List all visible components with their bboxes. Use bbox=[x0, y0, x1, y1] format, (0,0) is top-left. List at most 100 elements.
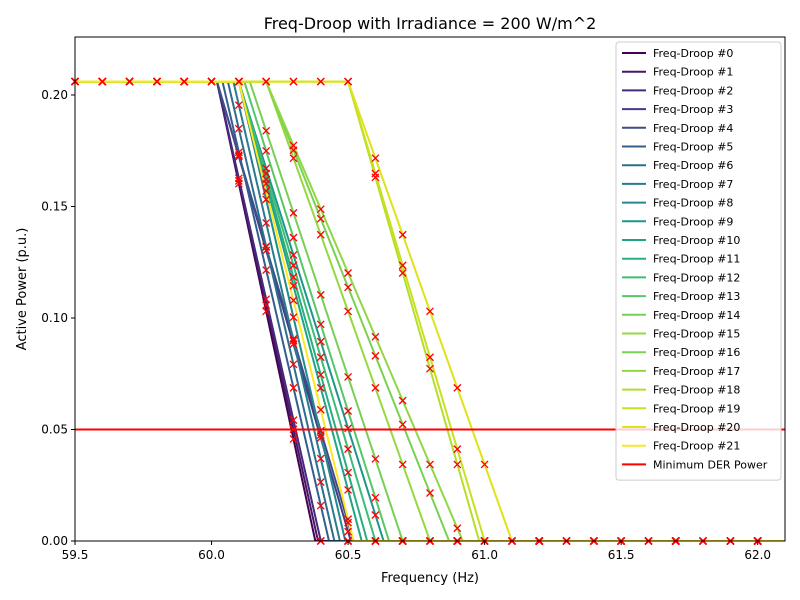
sample-marker bbox=[262, 301, 271, 310]
sample-marker bbox=[426, 353, 434, 362]
y-tick-label: 0.05 bbox=[41, 422, 68, 436]
x-tick-label: 62.0 bbox=[744, 548, 771, 562]
sample-marker bbox=[316, 337, 325, 346]
legend-label: Freq-Droop #9 bbox=[653, 215, 733, 228]
legend-label: Freq-Droop #18 bbox=[653, 384, 740, 397]
legend-label: Freq-Droop #17 bbox=[653, 365, 740, 378]
sample-marker bbox=[289, 261, 298, 270]
sample-marker bbox=[316, 454, 325, 463]
sample-marker bbox=[453, 460, 462, 469]
sample-marker bbox=[289, 434, 298, 443]
sample-marker bbox=[344, 445, 353, 454]
sample-marker bbox=[344, 515, 353, 524]
sample-marker bbox=[344, 407, 353, 415]
sample-marker bbox=[371, 493, 380, 502]
sample-marker bbox=[344, 307, 353, 316]
sample-marker bbox=[316, 205, 325, 214]
legend-label: Freq-Droop #1 bbox=[653, 66, 733, 79]
legend-label: Freq-Droop #20 bbox=[653, 421, 740, 434]
legend-label: Freq-Droop #8 bbox=[653, 197, 733, 210]
sample-marker bbox=[344, 283, 353, 292]
sample-marker bbox=[316, 320, 325, 329]
legend-box bbox=[615, 41, 782, 481]
chart-title: Freq-Droop with Irradiance = 200 W/m^2 bbox=[264, 14, 597, 33]
sample-marker bbox=[371, 351, 380, 360]
legend-label: Freq-Droop #19 bbox=[653, 402, 740, 415]
sample-marker bbox=[371, 332, 380, 341]
sample-marker bbox=[289, 273, 298, 282]
sample-marker bbox=[344, 269, 353, 277]
sample-marker bbox=[398, 460, 407, 469]
sample-marker bbox=[262, 187, 271, 195]
legend-label: Freq-Droop #15 bbox=[653, 328, 740, 341]
sample-marker bbox=[371, 511, 380, 519]
sample-marker bbox=[262, 77, 271, 86]
sample-marker bbox=[289, 383, 298, 392]
y-tick-label: 0.20 bbox=[41, 88, 68, 102]
sample-marker bbox=[262, 307, 271, 316]
sample-marker bbox=[453, 524, 462, 533]
sample-marker bbox=[207, 77, 216, 86]
sample-marker bbox=[289, 416, 298, 425]
x-tick-label: 61.5 bbox=[608, 548, 635, 562]
axes-frame bbox=[74, 36, 786, 542]
sample-marker bbox=[344, 372, 353, 381]
sample-marker bbox=[426, 364, 434, 373]
sample-marker bbox=[453, 383, 462, 392]
sample-marker bbox=[289, 281, 298, 290]
legend-label: Minimum DER Power bbox=[653, 458, 768, 471]
sample-marker bbox=[234, 124, 243, 133]
sample-marker bbox=[398, 269, 407, 277]
sample-marker bbox=[180, 77, 189, 86]
sample-marker bbox=[426, 460, 434, 469]
legend-label: Freq-Droop #13 bbox=[653, 290, 740, 303]
legend-label: Freq-Droop #12 bbox=[653, 271, 740, 284]
sample-marker bbox=[344, 424, 353, 433]
sample-marker bbox=[262, 146, 271, 155]
legend-label: Freq-Droop #10 bbox=[653, 234, 740, 247]
sample-marker bbox=[262, 242, 271, 251]
sample-marker bbox=[316, 501, 325, 510]
sample-marker bbox=[289, 336, 298, 345]
y-tick-label: 0.00 bbox=[41, 534, 68, 548]
sample-marker bbox=[398, 420, 407, 429]
x-axis-ticks: 59.5 60.0 60.5 61.0 61.5 62.0 bbox=[62, 541, 771, 562]
sample-marker bbox=[262, 218, 271, 227]
legend: Freq-Droop #0 Freq-Droop #1 Freq-Droop #2 F… bbox=[615, 41, 782, 481]
legend-label: Freq-Droop #6 bbox=[653, 159, 733, 172]
legend-label: Freq-Droop #16 bbox=[653, 346, 740, 359]
sample-marker bbox=[289, 360, 298, 369]
legend-label: Freq-Droop #4 bbox=[653, 122, 733, 135]
sample-marker bbox=[316, 431, 325, 439]
x-tick-label: 60.0 bbox=[198, 548, 225, 562]
x-tick-label: 59.5 bbox=[62, 548, 89, 562]
sample-marker bbox=[398, 261, 407, 270]
sample-marker bbox=[234, 101, 243, 110]
sample-marker bbox=[289, 208, 298, 217]
sample-marker bbox=[289, 313, 298, 322]
sample-marker bbox=[426, 307, 434, 316]
sample-marker bbox=[344, 468, 353, 477]
legend-label: Freq-Droop #0 bbox=[653, 47, 733, 60]
legend-label: Freq-Droop #7 bbox=[653, 178, 733, 191]
legend-label: Freq-Droop #3 bbox=[653, 103, 733, 116]
sample-marker bbox=[152, 77, 161, 86]
y-axis-label: Active Power (p.u.) bbox=[15, 228, 30, 351]
y-tick-label: 0.10 bbox=[41, 311, 68, 325]
sample-marker bbox=[316, 383, 325, 392]
sample-marker bbox=[234, 151, 243, 160]
sample-marker bbox=[234, 176, 243, 185]
sample-marker bbox=[316, 405, 325, 414]
sample-marker bbox=[453, 445, 462, 454]
legend-label: Freq-Droop #11 bbox=[653, 253, 740, 266]
sample-marker bbox=[262, 295, 271, 304]
sample-marker bbox=[289, 154, 298, 163]
sample-marker bbox=[316, 478, 325, 487]
sample-marker bbox=[398, 396, 407, 405]
sample-marker bbox=[98, 77, 107, 86]
sample-marker bbox=[316, 214, 325, 223]
sample-marker bbox=[234, 174, 243, 183]
sample-marker bbox=[426, 489, 434, 497]
x-tick-label: 60.5 bbox=[335, 548, 362, 562]
x-tick-label: 61.0 bbox=[471, 548, 498, 562]
